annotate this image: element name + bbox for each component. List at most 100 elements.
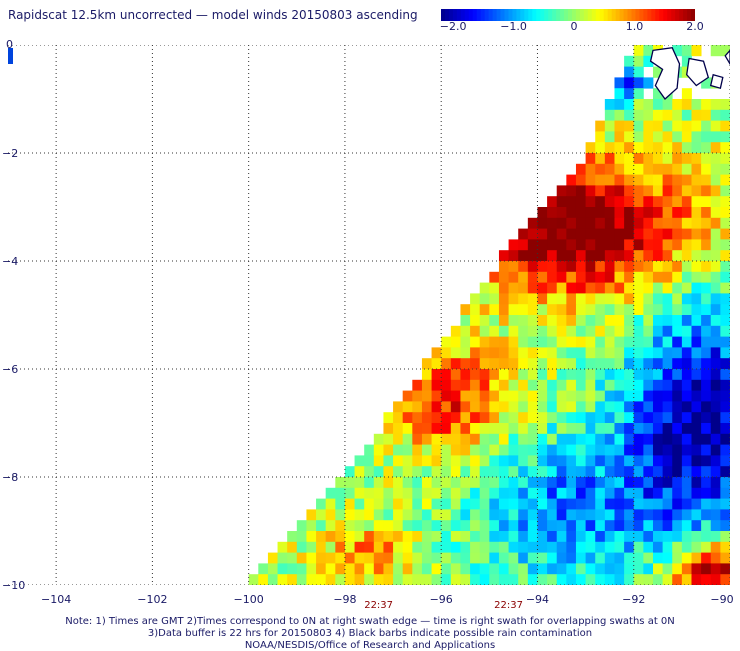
wind-cell <box>691 379 702 391</box>
wind-cell <box>720 109 730 121</box>
wind-cell <box>652 315 664 327</box>
wind-cell <box>479 347 490 359</box>
wind-cell <box>710 228 721 240</box>
wind-cell <box>672 455 683 467</box>
colorbar-segment <box>607 9 613 21</box>
wind-cell <box>624 131 635 143</box>
wind-cell <box>662 228 673 240</box>
wind-cell <box>431 444 442 456</box>
wind-cell <box>662 261 673 273</box>
wind-cell <box>614 520 625 532</box>
wind-cell <box>710 509 721 521</box>
wind-cell <box>643 293 654 305</box>
wind-cell <box>498 369 509 381</box>
wind-cell <box>595 250 606 262</box>
wind-cell <box>547 347 558 359</box>
wind-cell <box>672 325 683 337</box>
wind-cell <box>393 477 404 489</box>
wind-cell <box>614 423 625 435</box>
wind-cell <box>710 574 721 585</box>
colorbar-segment <box>532 9 537 21</box>
wind-cell <box>595 207 606 219</box>
wind-cell <box>296 541 307 553</box>
wind-cell <box>402 455 413 467</box>
wind-cell <box>402 477 413 489</box>
wind-cell <box>537 347 548 359</box>
wind-cell <box>354 552 365 564</box>
wind-cell <box>296 574 307 585</box>
wind-cell <box>595 131 606 143</box>
wind-cell <box>691 239 702 251</box>
wind-cell <box>643 498 654 510</box>
colorbar-segment <box>683 9 688 21</box>
wind-cell <box>450 455 461 467</box>
wind-cell <box>373 563 384 575</box>
wind-cell <box>412 423 423 435</box>
wind-cell <box>691 358 702 370</box>
wind-cell <box>470 379 481 391</box>
wind-cell <box>479 379 490 391</box>
wind-cell <box>508 304 519 316</box>
wind-cell <box>652 412 664 424</box>
wind-cell <box>575 574 586 585</box>
longitude-tick-label: −104 <box>41 593 72 606</box>
wind-cell <box>470 401 481 413</box>
wind-cell <box>604 217 615 229</box>
wind-cell <box>460 336 471 348</box>
wind-cell <box>672 304 683 316</box>
wind-cell <box>643 99 654 111</box>
wind-cell <box>720 304 730 316</box>
grid-lines <box>8 45 730 585</box>
colorbar-segment <box>579 9 585 21</box>
wind-cell <box>672 563 683 575</box>
wind-cell <box>518 379 529 391</box>
wind-cell <box>393 423 404 435</box>
wind-cell <box>508 271 519 283</box>
wind-cell <box>604 163 615 175</box>
wind-cell <box>595 574 606 585</box>
wind-cell <box>652 271 664 283</box>
wind-cell <box>624 509 635 521</box>
wind-cell <box>701 131 712 143</box>
wind-cell <box>316 520 327 532</box>
wind-cell <box>720 174 730 186</box>
longitude-tick-label: −102 <box>137 593 168 606</box>
wind-cell <box>354 477 365 489</box>
wind-cell <box>681 520 692 532</box>
wind-cell <box>681 379 692 391</box>
wind-cell <box>633 55 644 67</box>
wind-cell <box>643 271 654 283</box>
wind-cell <box>450 574 461 585</box>
colorbar-segment <box>544 9 549 21</box>
wind-cell <box>575 228 586 240</box>
wind-cell <box>710 109 721 121</box>
wind-cell <box>624 153 635 165</box>
wind-cell <box>710 293 721 305</box>
wind-cell <box>585 412 596 424</box>
wind-cell <box>585 574 596 585</box>
wind-cell <box>720 541 730 553</box>
wind-cell <box>489 379 500 391</box>
wind-cell <box>373 574 384 585</box>
wind-cell <box>566 444 577 456</box>
wind-cell <box>681 509 692 521</box>
wind-cell <box>556 304 567 316</box>
colorbar-segment <box>655 9 660 21</box>
wind-cell <box>364 574 375 585</box>
wind-cell <box>681 99 692 111</box>
wind-cell <box>701 185 712 197</box>
wind-cell <box>672 498 683 510</box>
wind-cell <box>720 45 730 57</box>
wind-cell <box>604 369 615 381</box>
wind-cell <box>566 185 577 197</box>
wind-cell <box>556 444 567 456</box>
wind-cell <box>479 498 490 510</box>
wind-cell <box>431 574 442 585</box>
wind-cell <box>335 509 346 521</box>
wind-cell <box>575 196 586 208</box>
wind-cell <box>421 390 432 402</box>
wind-cell <box>614 509 625 521</box>
wind-cell <box>296 552 307 564</box>
note-line-2: 3)Data buffer is 22 hrs for 20150803 4) … <box>147 628 593 639</box>
wind-cell <box>710 45 721 57</box>
